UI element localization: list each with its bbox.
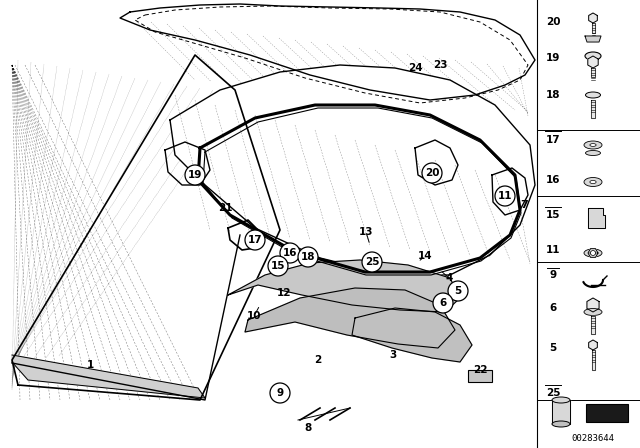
Polygon shape [120, 4, 535, 100]
Text: 9: 9 [276, 388, 284, 398]
Text: 9: 9 [549, 270, 557, 280]
Text: 18: 18 [546, 90, 560, 100]
Text: 25: 25 [365, 257, 380, 267]
Polygon shape [170, 65, 535, 275]
Circle shape [280, 243, 300, 263]
Text: 21: 21 [218, 203, 232, 213]
Ellipse shape [585, 52, 601, 60]
Text: 15: 15 [271, 261, 285, 271]
Polygon shape [228, 260, 460, 312]
Text: 25: 25 [546, 388, 560, 398]
Polygon shape [587, 298, 599, 312]
Text: 3: 3 [389, 350, 397, 360]
Circle shape [268, 256, 288, 276]
Polygon shape [352, 308, 472, 362]
Polygon shape [591, 100, 595, 118]
Polygon shape [588, 56, 598, 68]
FancyBboxPatch shape [586, 404, 628, 422]
Text: 4: 4 [445, 273, 452, 283]
Polygon shape [591, 350, 595, 370]
Text: 19: 19 [188, 170, 202, 180]
Circle shape [448, 281, 468, 301]
Text: 6: 6 [440, 298, 447, 308]
Text: 16: 16 [546, 175, 560, 185]
Text: 11: 11 [546, 245, 560, 255]
Text: 6: 6 [549, 303, 557, 313]
Circle shape [362, 252, 382, 272]
Polygon shape [12, 55, 280, 400]
Text: 19: 19 [546, 53, 560, 63]
Polygon shape [12, 355, 205, 398]
Ellipse shape [590, 252, 596, 254]
Circle shape [422, 163, 442, 183]
Text: 23: 23 [433, 60, 447, 70]
Circle shape [433, 293, 453, 313]
Circle shape [495, 186, 515, 206]
FancyBboxPatch shape [468, 370, 492, 382]
Ellipse shape [584, 309, 602, 315]
Polygon shape [588, 249, 598, 257]
Ellipse shape [552, 421, 570, 427]
Polygon shape [588, 208, 605, 228]
Polygon shape [589, 340, 597, 350]
Text: 20: 20 [546, 17, 560, 27]
Text: 24: 24 [408, 63, 422, 73]
Text: 18: 18 [301, 252, 316, 262]
Ellipse shape [584, 249, 602, 257]
Text: 14: 14 [418, 251, 432, 261]
Circle shape [270, 383, 290, 403]
Text: 00283644: 00283644 [572, 434, 614, 443]
Text: 10: 10 [247, 311, 261, 321]
Polygon shape [591, 316, 595, 334]
Text: 17: 17 [248, 235, 262, 245]
Circle shape [245, 230, 265, 250]
Text: 7: 7 [520, 200, 528, 210]
Circle shape [298, 247, 318, 267]
Text: 11: 11 [498, 191, 512, 201]
Text: 5: 5 [549, 343, 557, 353]
Ellipse shape [590, 144, 596, 146]
Text: 16: 16 [283, 248, 297, 258]
Ellipse shape [586, 92, 600, 98]
Text: 13: 13 [359, 227, 373, 237]
Polygon shape [589, 13, 597, 23]
Text: 1: 1 [86, 360, 93, 370]
Text: 20: 20 [425, 168, 439, 178]
Ellipse shape [584, 177, 602, 186]
Text: 5: 5 [454, 286, 461, 296]
Polygon shape [591, 68, 595, 77]
Ellipse shape [552, 397, 570, 403]
Text: 8: 8 [305, 423, 312, 433]
Text: 17: 17 [546, 135, 560, 145]
Circle shape [185, 165, 205, 185]
Ellipse shape [590, 181, 596, 184]
Polygon shape [591, 23, 595, 33]
Text: 2: 2 [314, 355, 322, 365]
Text: 15: 15 [546, 210, 560, 220]
Polygon shape [245, 288, 455, 348]
Ellipse shape [584, 141, 602, 149]
Ellipse shape [586, 151, 600, 155]
Text: 12: 12 [276, 288, 291, 298]
Text: 22: 22 [473, 365, 487, 375]
Circle shape [591, 250, 595, 255]
Polygon shape [552, 400, 570, 424]
Polygon shape [585, 36, 601, 42]
